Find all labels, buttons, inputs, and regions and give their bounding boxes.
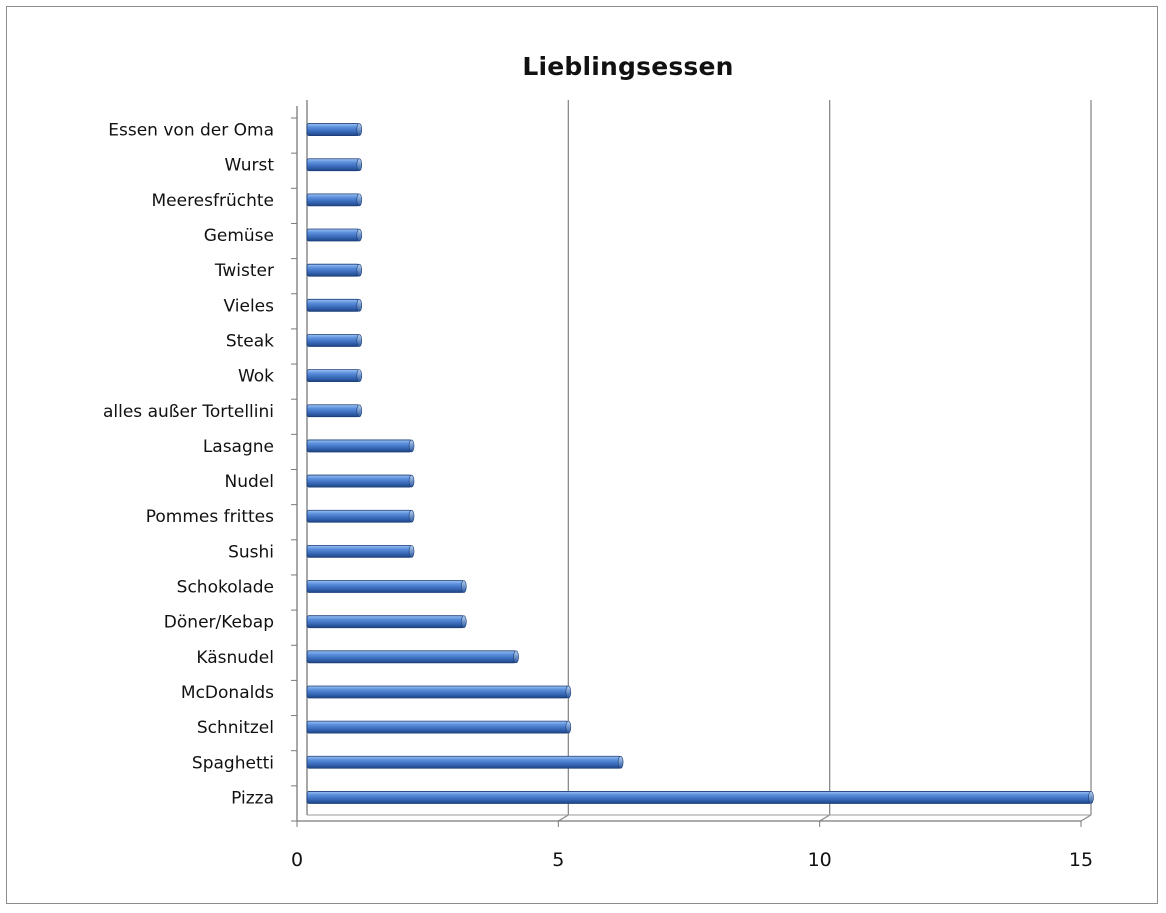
bar-sushi xyxy=(306,544,415,558)
bar-cap xyxy=(356,123,363,136)
category-label: Lasagne xyxy=(203,437,274,457)
axes xyxy=(291,100,1091,827)
bar-cap xyxy=(356,158,363,172)
bar-body xyxy=(306,369,360,383)
category-label: Wurst xyxy=(225,156,275,176)
bar-body xyxy=(306,615,465,629)
bar-body xyxy=(306,193,360,207)
bar-cap xyxy=(460,615,467,628)
category-label: Wok xyxy=(238,367,274,387)
bar-cap xyxy=(356,334,363,347)
gridlines xyxy=(557,100,1092,822)
bar-essen-von-der-oma xyxy=(306,123,363,136)
bar-schnitzel xyxy=(306,720,572,734)
x-tick-label: 0 xyxy=(291,849,303,871)
bar-cap xyxy=(356,228,363,242)
bar-body xyxy=(306,650,517,664)
bar-doener-kebap xyxy=(306,615,467,629)
bar-cap xyxy=(408,545,415,558)
bar-steak xyxy=(306,334,363,347)
category-label: Sushi xyxy=(228,542,274,562)
bar-wurst xyxy=(306,158,363,172)
category-label: McDonalds xyxy=(181,683,274,703)
bar-body xyxy=(306,509,412,523)
bar-body xyxy=(306,580,465,593)
bar-spaghetti xyxy=(306,755,624,769)
bar-body xyxy=(306,544,412,558)
gridline-floor xyxy=(1080,814,1092,822)
bar-body xyxy=(306,404,360,418)
category-label: Steak xyxy=(226,331,274,351)
bar-lasagne xyxy=(306,439,415,453)
bar-cap xyxy=(356,369,363,382)
bar-cap xyxy=(356,404,363,418)
bar-body xyxy=(306,755,622,769)
category-label: Pommes frittes xyxy=(146,507,274,527)
bar-cap xyxy=(565,685,572,699)
bar-wok xyxy=(306,369,363,383)
bar-body xyxy=(306,263,360,277)
category-label: Spaghetti xyxy=(192,753,274,773)
bar-schokolade xyxy=(306,580,467,593)
category-label: Meeresfrüchte xyxy=(151,191,274,211)
category-labels: Pizza Spaghetti Schnitzel McDonalds Käsnudel… xyxy=(103,121,274,809)
category-label: Twister xyxy=(214,261,274,281)
bar-body xyxy=(306,685,569,699)
category-label: Schnitzel xyxy=(197,718,274,738)
bar-body xyxy=(306,298,360,312)
category-label: Vieles xyxy=(224,296,275,316)
bar-body xyxy=(306,123,360,136)
bar-twister xyxy=(306,263,363,277)
bar-body xyxy=(306,439,412,453)
bar-cap xyxy=(460,580,467,593)
bar-cap xyxy=(356,299,363,312)
bar-meeresfruechte xyxy=(306,193,363,207)
bar-pommes-frittes xyxy=(306,509,415,523)
bar-cap xyxy=(408,474,415,488)
bar-cap xyxy=(565,720,572,734)
bar-mcdonalds xyxy=(306,685,572,699)
bar-body xyxy=(306,158,360,172)
bar-pizza xyxy=(306,791,1094,804)
gridline-floor xyxy=(557,814,569,822)
bar-alles-ausser-tortellini xyxy=(306,404,363,418)
bar-body xyxy=(306,791,1092,804)
category-label: Nudel xyxy=(225,472,274,492)
bar-kaesnudel xyxy=(306,650,519,664)
x-tick-label: 5 xyxy=(552,849,564,871)
bar-body xyxy=(306,474,412,488)
bar-nudel xyxy=(306,474,415,488)
category-label: Döner/Kebap xyxy=(164,613,274,633)
bars xyxy=(306,123,1094,804)
bar-cap xyxy=(356,263,363,277)
bar-body xyxy=(306,228,360,242)
bar-cap xyxy=(617,755,624,769)
category-label: Essen von der Oma xyxy=(108,121,274,141)
bar-cap xyxy=(513,650,519,664)
category-label: Käsnudel xyxy=(196,648,274,668)
bar-vieles xyxy=(306,298,363,312)
bar-cap xyxy=(408,509,415,523)
x-tick-label: 10 xyxy=(808,849,832,871)
category-label: Pizza xyxy=(231,788,274,808)
category-label: Schokolade xyxy=(177,578,274,598)
category-label: Gemüse xyxy=(204,226,274,246)
bar-cap xyxy=(356,193,363,207)
x-tick-labels: 0 5 10 15 xyxy=(291,849,1093,871)
bar-body xyxy=(306,720,569,734)
bar-gemuese xyxy=(306,228,363,242)
bar-body xyxy=(306,334,360,347)
bar-cap xyxy=(408,439,415,453)
bar-cap xyxy=(1088,791,1094,804)
category-label: alles außer Tortellini xyxy=(103,402,274,422)
chart-title: Lieblingsessen xyxy=(522,52,734,81)
x-tick-label: 15 xyxy=(1069,849,1093,871)
chart-frame xyxy=(6,6,1158,904)
gridline-floor xyxy=(819,814,831,822)
